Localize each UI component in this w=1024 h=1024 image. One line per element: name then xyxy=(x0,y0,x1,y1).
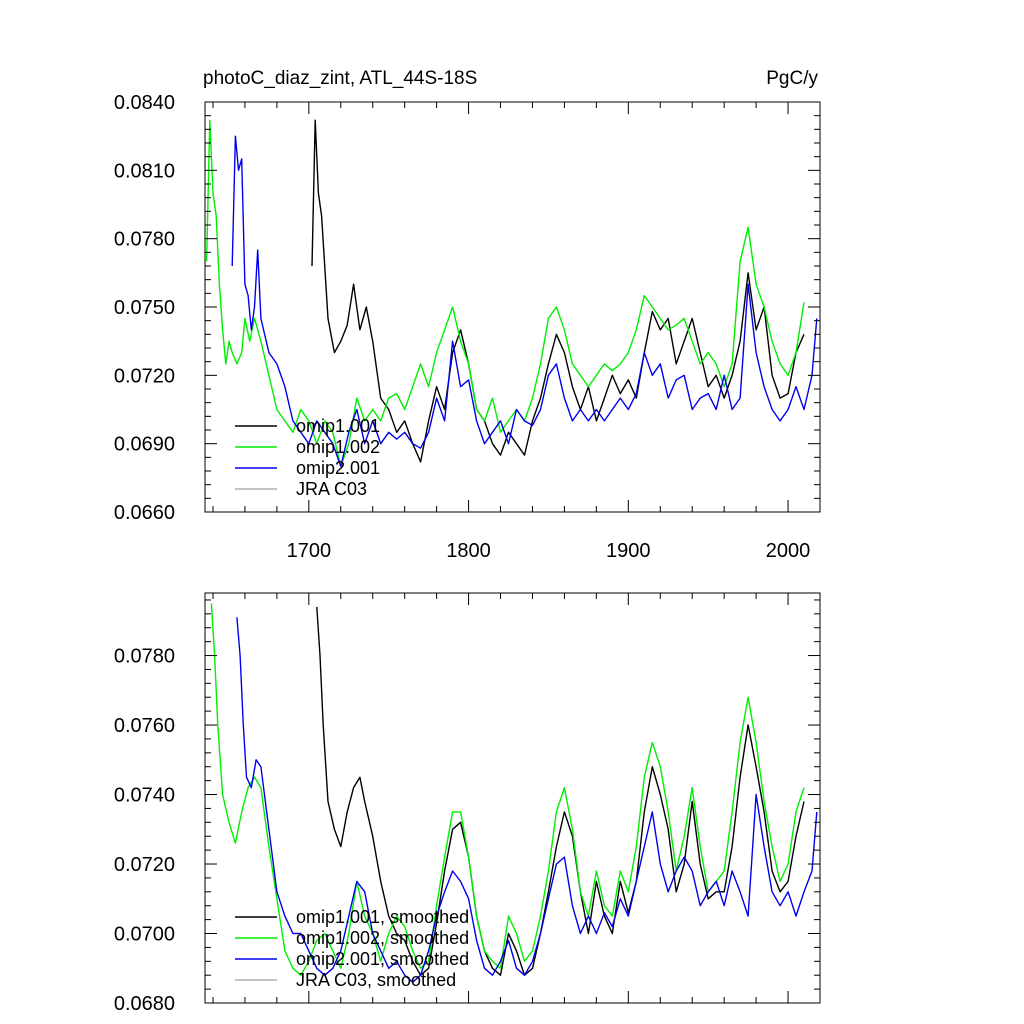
plot-frame xyxy=(204,592,821,1004)
x-tick-label: 1800 xyxy=(446,540,491,562)
chart-units: PgC/y xyxy=(766,68,818,89)
legend-label-1: omip1.001, smoothed xyxy=(296,907,469,927)
y-tick-label: 0.0780 xyxy=(114,229,175,251)
series-line-3 xyxy=(231,135,818,468)
y-tick-label: 0.0690 xyxy=(114,434,175,456)
y-tick-label: 0.0720 xyxy=(114,365,175,387)
y-tick-label: 0.0750 xyxy=(114,297,175,319)
chart-title: photoC_diaz_zint, ATL_44S-18S xyxy=(203,68,477,89)
y-tick-label: 0.0680 xyxy=(114,993,175,1015)
chart-panel-1: photoC_diaz_zint, ATL_44S-18S PgC/y 1700 18… xyxy=(114,68,821,562)
y-tick-label: 0.0810 xyxy=(114,160,175,182)
series-line-2 xyxy=(210,603,805,976)
y-tick-label: 0.0760 xyxy=(114,715,175,737)
legend-label-4: JRA C03, smoothed xyxy=(296,970,456,990)
series-line-1 xyxy=(316,606,805,976)
series-line-2 xyxy=(205,119,805,468)
series-line-3 xyxy=(236,617,818,983)
x-tick-label: 2000 xyxy=(766,540,811,562)
x-tick-label: 1700 xyxy=(287,540,332,562)
x-tick-label: 1900 xyxy=(606,540,651,562)
series-group xyxy=(210,603,818,983)
y-tick-label: 0.0780 xyxy=(114,646,175,668)
y-tick-label: 0.0740 xyxy=(114,785,175,807)
y-tick-label: 0.0840 xyxy=(114,92,175,114)
legend-label-3: omip2.001, smoothed xyxy=(296,949,469,969)
legend-label-2: omip1.002 xyxy=(296,437,380,457)
legend-label-3: omip2.001 xyxy=(296,458,380,478)
series-line-1 xyxy=(311,119,805,463)
y-tick-label: 0.0660 xyxy=(114,502,175,524)
legend-label-2: omip1.002, smoothed xyxy=(296,928,469,948)
y-tick-label: 0.0720 xyxy=(114,854,175,876)
y-tick-label: 0.0700 xyxy=(114,924,175,946)
chart-panel-2: 0.0680 0.0700 0.0720 0.0740 0.0760 0.0780 omip… xyxy=(114,592,821,1015)
legend-label-1: omip1.001 xyxy=(296,416,380,436)
series-group xyxy=(205,119,818,468)
legend-label-4: JRA C03 xyxy=(296,479,367,499)
